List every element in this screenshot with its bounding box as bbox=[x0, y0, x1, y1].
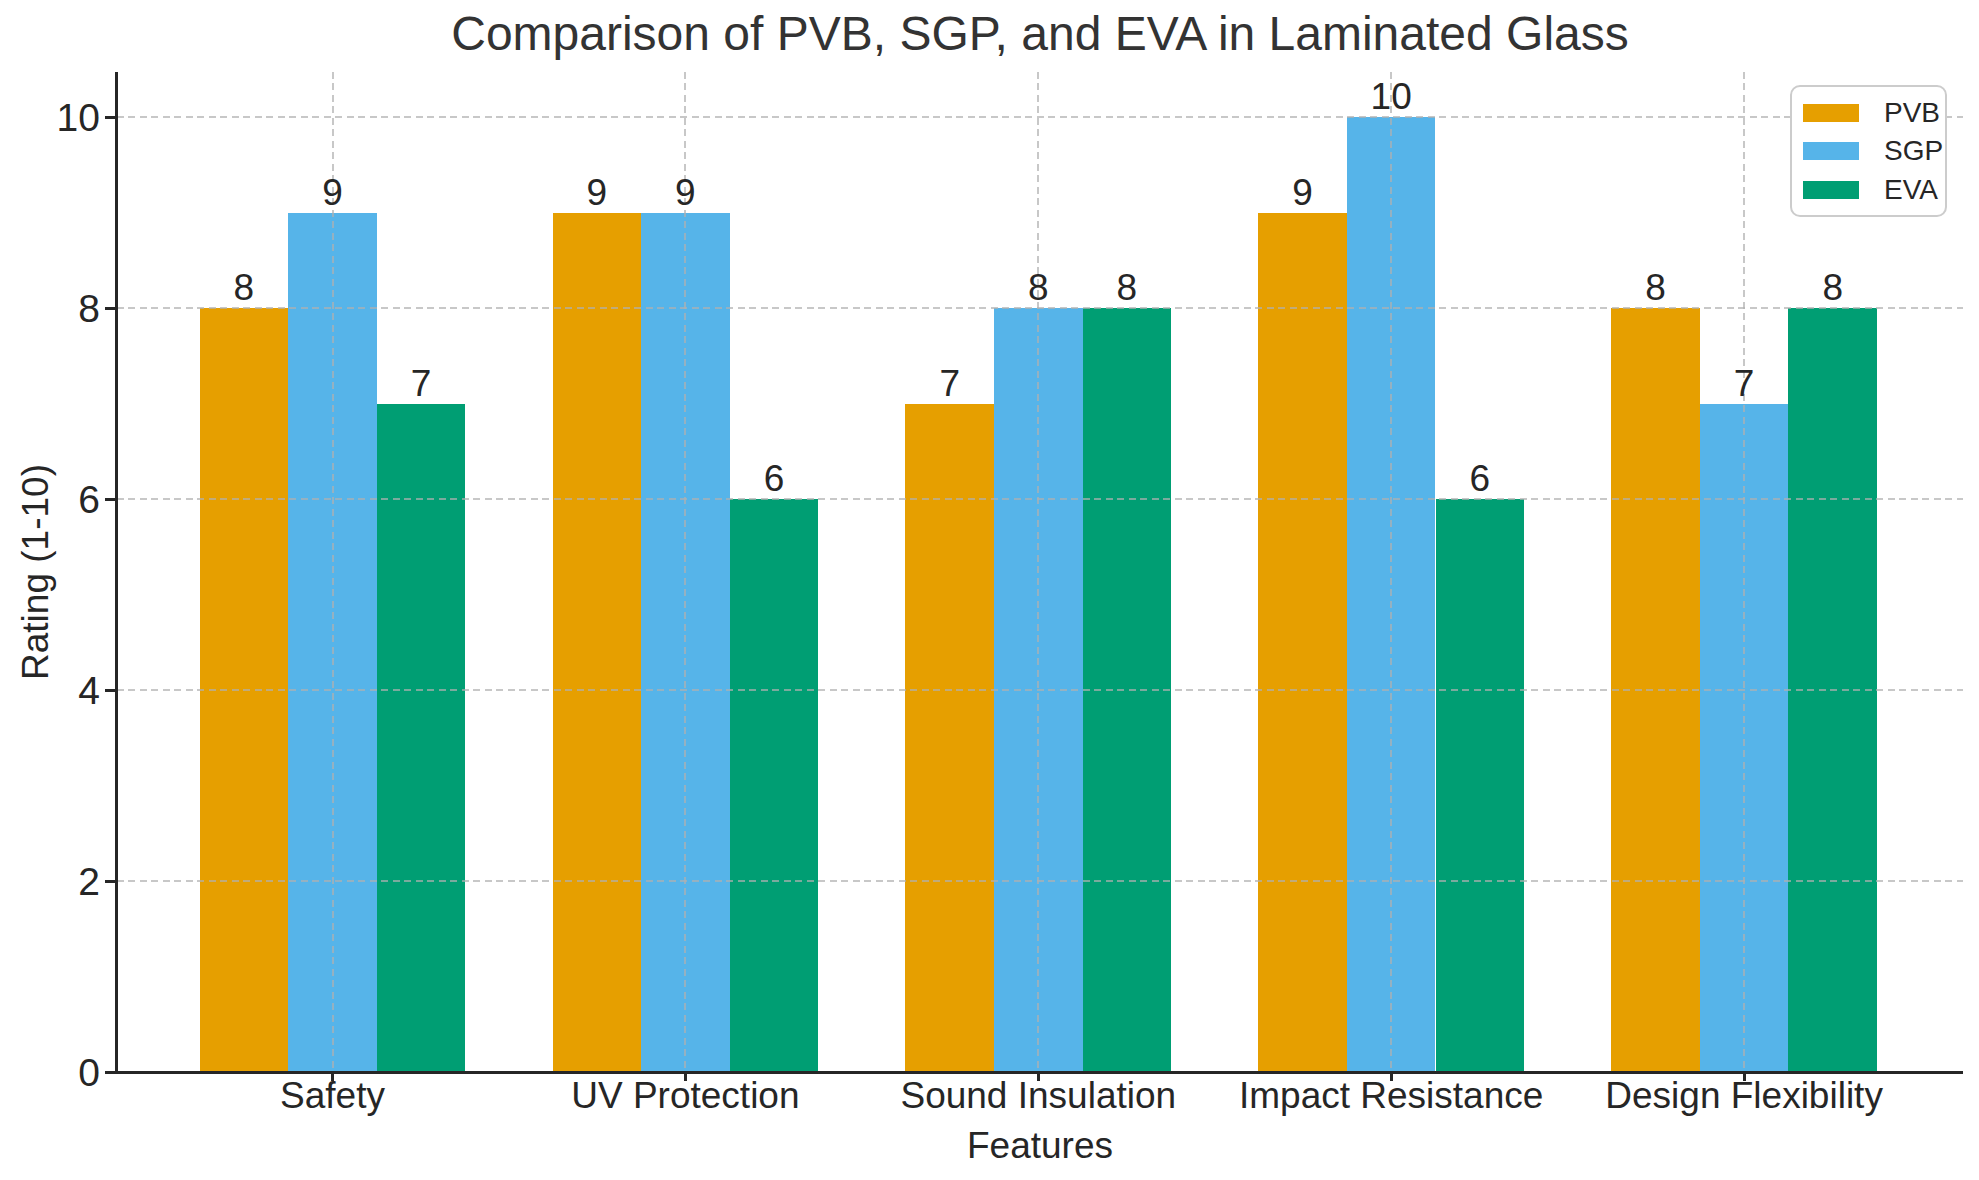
bar-value-label: 7 bbox=[1704, 365, 1784, 402]
legend-item-eva: EVA bbox=[1803, 176, 1945, 204]
gridline-vertical bbox=[332, 72, 334, 1072]
bar-eva-4 bbox=[1436, 499, 1525, 1072]
y-tick bbox=[105, 1071, 115, 1074]
legend-item-sgp: SGP bbox=[1803, 137, 1945, 165]
bar-pvb-2 bbox=[553, 213, 642, 1073]
y-tick bbox=[105, 880, 115, 883]
bar-value-label: 9 bbox=[293, 174, 373, 211]
bar-value-label: 9 bbox=[1263, 174, 1343, 211]
bar-value-label: 8 bbox=[1087, 269, 1167, 306]
y-tick bbox=[105, 498, 115, 501]
y-axis-label: Rating (1-10) bbox=[16, 372, 56, 772]
bar-value-label: 9 bbox=[557, 174, 637, 211]
x-axis-label: Features bbox=[117, 1127, 1963, 1164]
gridline-vertical bbox=[1037, 72, 1039, 1072]
bar-value-label: 9 bbox=[645, 174, 725, 211]
bar-value-label: 7 bbox=[381, 365, 461, 402]
gridline-horizontal bbox=[117, 689, 1963, 691]
bar-value-label: 6 bbox=[1440, 460, 1520, 497]
legend-swatch-pvb bbox=[1803, 104, 1859, 122]
bar-value-label: 10 bbox=[1351, 78, 1431, 115]
y-tick bbox=[105, 307, 115, 310]
chart-area: Comparison of PVB, SGP, and EVA in Lamin… bbox=[0, 0, 1979, 1180]
gridline-horizontal bbox=[117, 116, 1963, 118]
y-tick bbox=[105, 116, 115, 119]
gridline-vertical bbox=[1390, 72, 1392, 1072]
y-tick-label: 8 bbox=[10, 289, 100, 328]
legend: PVB SGP EVA bbox=[1790, 85, 1947, 217]
gridline-vertical bbox=[684, 72, 686, 1072]
bar-pvb-3 bbox=[905, 404, 994, 1073]
legend-swatch-sgp bbox=[1803, 142, 1859, 160]
bar-value-label: 6 bbox=[734, 460, 814, 497]
y-tick-label: 2 bbox=[10, 862, 100, 901]
legend-item-pvb: PVB bbox=[1803, 99, 1945, 127]
bar-value-label: 8 bbox=[1616, 269, 1696, 306]
bar-value-label: 8 bbox=[1793, 269, 1873, 306]
chart-title: Comparison of PVB, SGP, and EVA in Lamin… bbox=[117, 10, 1963, 58]
gridline-vertical bbox=[1743, 72, 1745, 1072]
legend-label: SGP bbox=[1884, 137, 1943, 165]
legend-label: PVB bbox=[1884, 99, 1940, 127]
bar-pvb-4 bbox=[1258, 213, 1347, 1073]
y-tick-label: 6 bbox=[10, 480, 100, 519]
y-tick bbox=[105, 689, 115, 692]
gridline-horizontal bbox=[117, 498, 1963, 500]
bar-eva-2 bbox=[730, 499, 819, 1072]
y-tick-label: 10 bbox=[10, 98, 100, 137]
legend-swatch-eva bbox=[1803, 181, 1859, 199]
bar-eva-1 bbox=[377, 404, 466, 1073]
bar-value-label: 7 bbox=[910, 365, 990, 402]
y-tick-label: 0 bbox=[10, 1053, 100, 1092]
bar-value-label: 8 bbox=[998, 269, 1078, 306]
x-tick-label: Design Flexibility bbox=[1519, 1077, 1969, 1114]
y-tick-label: 4 bbox=[10, 671, 100, 710]
y-axis-spine bbox=[115, 72, 118, 1074]
gridline-horizontal bbox=[117, 880, 1963, 882]
bar-value-label: 8 bbox=[204, 269, 284, 306]
legend-label: EVA bbox=[1884, 176, 1938, 204]
